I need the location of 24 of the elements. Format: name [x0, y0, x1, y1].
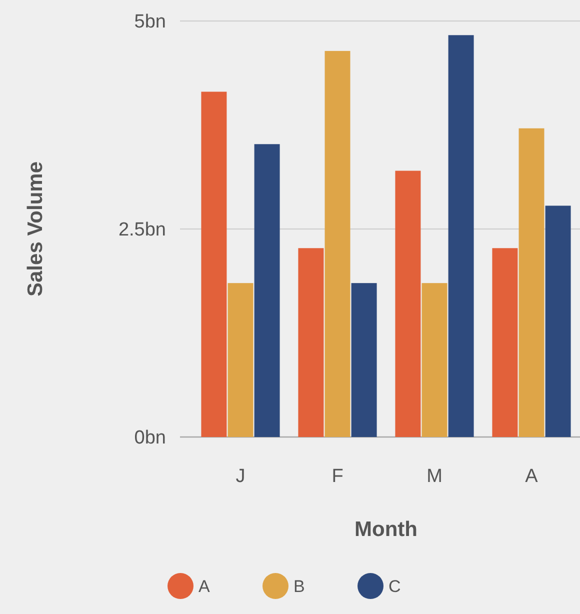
x-tick-label: J	[236, 466, 246, 487]
bar	[448, 35, 474, 437]
x-tick-label: M	[426, 466, 442, 487]
bar	[324, 50, 350, 437]
bar	[351, 283, 377, 437]
bar	[422, 283, 448, 437]
y-tick-label: 5bn	[134, 12, 166, 33]
x-tick-label: F	[332, 466, 344, 487]
legend-label: A	[198, 576, 210, 596]
bar	[395, 170, 421, 437]
bar	[492, 248, 518, 437]
bar	[254, 144, 280, 437]
y-axis-title: Sales Volume	[24, 161, 47, 297]
x-axis-title: Month	[354, 518, 418, 541]
bar	[228, 283, 254, 437]
legend-label: C	[388, 576, 401, 596]
legend-label: B	[294, 576, 305, 596]
bar	[518, 128, 544, 437]
y-tick-label: 2.5bn	[118, 220, 166, 241]
bar	[201, 92, 227, 437]
bar	[298, 248, 324, 437]
bar	[545, 206, 571, 437]
x-tick-label: A	[525, 466, 538, 487]
y-tick-label: 0bn	[134, 428, 166, 449]
